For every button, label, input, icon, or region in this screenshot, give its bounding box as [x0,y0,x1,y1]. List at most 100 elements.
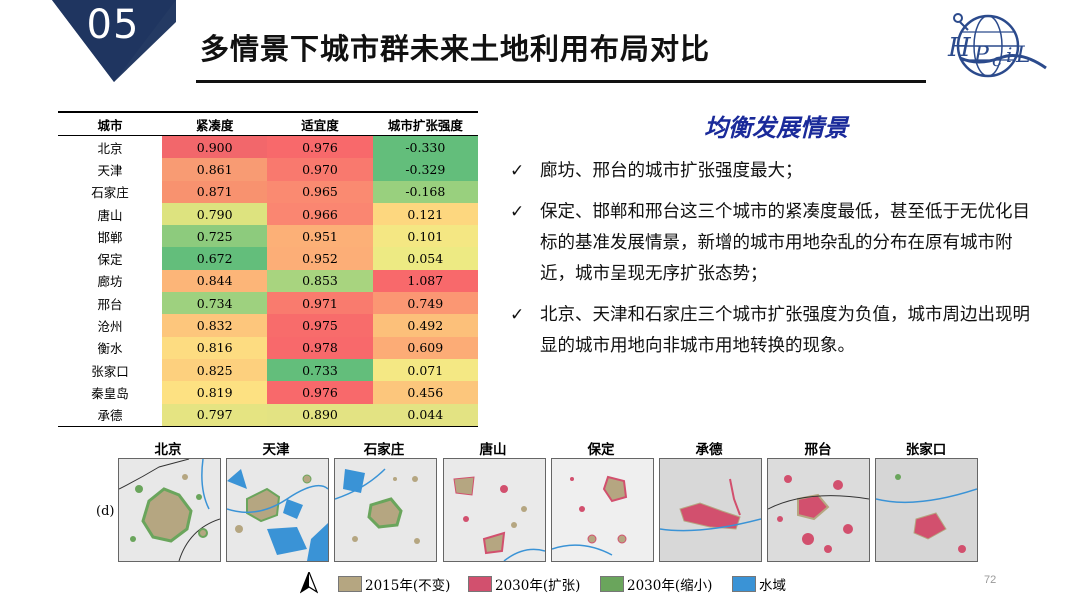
scenario-heading: 均衡发展情景 [704,113,848,142]
city-metrics-table: 城市 紧凑度 适宜度 城市扩张强度 北京 0.900 0.976 -0.330 天津 0.… [58,111,478,427]
map-shijiazhuang [334,458,437,562]
table-row: 唐山 0.790 0.966 0.121 [58,202,478,226]
city-cell: 唐山 [58,202,162,226]
table-row: 张家口 0.825 0.733 0.071 [58,358,478,382]
svg-text:i: i [1006,43,1012,67]
map-label-shijiazhuang: 石家庄 [363,442,405,458]
expansion-cell: 0.609 [372,336,478,359]
table-row: 邢台 0.734 0.971 0.749 [58,292,478,315]
compactness-cell: 0.797 [162,403,268,427]
city-cell: 廊坊 [58,269,162,293]
expansion-cell: -0.330 [372,135,478,159]
compactness-cell: 0.844 [162,269,268,293]
city-cell: 邢台 [58,292,162,315]
legend-item-shrink: 2030年(缩小) [600,574,712,594]
city-cell: 秦皇岛 [58,381,162,404]
city-cell: 邯郸 [58,225,162,248]
checkmark-icon: ✓ [510,202,525,222]
map-labels: 北京 天津 石家庄 唐山 保定 承德 邢台 张家口 [118,438,988,458]
city-cell: 北京 [58,135,162,159]
map-label-tianjin: 天津 [262,442,290,458]
section-badge: 05 [52,0,212,82]
expansion-cell: 0.101 [372,225,478,248]
map-label-tangshan: 唐山 [479,442,507,458]
suitability-cell: 0.970 [267,158,373,181]
figure-label: (d) [96,504,115,519]
compactness-cell: 0.725 [162,225,268,248]
legend-swatch [468,576,492,592]
legend-item-water: 水域 [732,574,786,594]
city-cell: 保定 [58,247,162,270]
page-number: 72 [984,574,997,586]
city-cell: 沧州 [58,314,162,337]
map-label-xingtai: 邢台 [804,442,832,458]
finding-item: ✓ 保定、邯郸和邢台这三个城市的紧凑度最低，甚至低于无优化目标的基准发展情景，新增… [510,197,1040,290]
suitability-cell: 0.975 [267,314,373,337]
page-title: 多情景下城市群未来土地利用布局对比 [200,32,711,66]
map-label-zhangjiakou: 张家口 [905,442,947,458]
legend-item-unchanged: 2015年(不变) [338,574,450,594]
expansion-cell: 0.071 [372,358,478,382]
expansion-cell: -0.168 [372,180,478,203]
svg-text:P: P [973,43,990,68]
title-divider [196,80,926,83]
checkmark-icon: ✓ [510,305,525,325]
header-suitability: 适宜度 [267,111,373,136]
city-cell: 承德 [58,403,162,427]
expansion-cell: 1.087 [372,269,478,293]
suitability-cell: 0.965 [267,180,373,203]
table-row: 北京 0.900 0.976 -0.330 [58,135,478,159]
compactness-cell: 0.790 [162,202,268,226]
findings-list: ✓ 廊坊、邢台的城市扩张强度最大； ✓ 保定、邯郸和邢台这三个城市的紧凑度最低，甚至… [510,156,1040,372]
table-row: 秦皇岛 0.819 0.976 0.456 [58,381,478,404]
compactness-cell: 0.672 [162,247,268,270]
svg-text:c: c [992,50,1002,71]
table-row: 石家庄 0.871 0.965 -0.168 [58,180,478,203]
section-number: 05 [86,2,140,48]
legend-swatch [732,576,756,592]
map-zhangjiakou [875,458,978,562]
expansion-cell: 0.044 [372,403,478,427]
city-cell: 衡水 [58,336,162,359]
suitability-cell: 0.952 [267,247,373,270]
map-legend: 2015年(不变) 2030年(扩张) 2030年(缩小) 水域 [300,572,786,596]
expansion-cell: 0.054 [372,247,478,270]
map-label-chengde: 承德 [695,442,723,458]
map-tianjin [226,458,329,562]
header-compactness: 紧凑度 [162,111,268,136]
expansion-cell: 0.492 [372,314,478,337]
map-label-beijing: 北京 [154,442,182,458]
compactness-cell: 0.900 [162,135,268,159]
suitability-cell: 0.733 [267,358,373,382]
map-baoding [551,458,654,562]
suitability-cell: 0.976 [267,135,373,159]
map-chengde [659,458,762,562]
expansion-cell: 0.749 [372,292,478,315]
svg-text:L: L [1015,43,1031,68]
table-row: 廊坊 0.844 0.853 1.087 [58,269,478,293]
header-expansion: 城市扩张强度 [372,111,478,136]
map-beijing [118,458,221,562]
suitability-cell: 0.890 [267,403,373,427]
table-row: 保定 0.672 0.952 0.054 [58,247,478,270]
hpcil-logo: H P c i L [938,6,1056,86]
suitability-cell: 0.853 [267,269,373,293]
map-xingtai [767,458,870,562]
map-label-baoding: 保定 [587,442,615,458]
legend-swatch [338,576,362,592]
expansion-cell: 0.456 [372,381,478,404]
expansion-cell: 0.121 [372,202,478,226]
map-tangshan [443,458,546,562]
compactness-cell: 0.734 [162,292,268,315]
finding-item: ✓ 北京、天津和石家庄三个城市扩张强度为负值，城市周边出现明显的城市用地向非城市用… [510,300,1040,362]
svg-text:H: H [947,33,972,63]
compactness-cell: 0.832 [162,314,268,337]
table-row: 衡水 0.816 0.978 0.609 [58,336,478,359]
table-row: 邯郸 0.725 0.951 0.101 [58,225,478,248]
city-cell: 张家口 [58,358,162,382]
table-row: 承德 0.797 0.890 0.044 [58,403,478,427]
compactness-cell: 0.871 [162,180,268,203]
north-arrow-icon [300,572,318,594]
suitability-cell: 0.971 [267,292,373,315]
compactness-cell: 0.861 [162,158,268,181]
